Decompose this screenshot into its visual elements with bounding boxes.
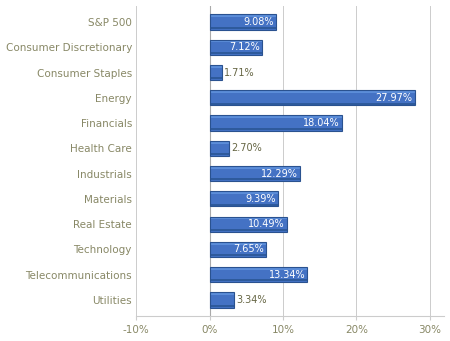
Bar bbox=[210, 191, 279, 207]
Bar bbox=[210, 204, 279, 206]
Bar bbox=[210, 292, 234, 308]
Bar bbox=[210, 280, 307, 281]
Bar bbox=[210, 14, 276, 30]
Bar bbox=[210, 40, 262, 55]
Bar bbox=[210, 153, 230, 155]
Bar bbox=[210, 90, 415, 105]
Bar bbox=[210, 128, 342, 130]
Bar bbox=[210, 217, 287, 232]
Bar bbox=[210, 192, 279, 194]
Bar bbox=[210, 178, 300, 180]
Bar bbox=[210, 40, 262, 55]
Bar bbox=[210, 65, 222, 80]
Text: 7.65%: 7.65% bbox=[233, 244, 263, 254]
Bar bbox=[210, 191, 279, 207]
Bar bbox=[210, 305, 234, 307]
Text: 10.49%: 10.49% bbox=[248, 219, 284, 229]
Bar bbox=[210, 242, 266, 257]
Bar bbox=[210, 103, 415, 105]
Text: 2.70%: 2.70% bbox=[232, 143, 262, 153]
Bar bbox=[210, 116, 342, 118]
Bar bbox=[210, 142, 230, 144]
Text: 9.39%: 9.39% bbox=[246, 194, 276, 204]
Bar bbox=[210, 267, 307, 282]
Text: 27.97%: 27.97% bbox=[376, 93, 413, 103]
Bar bbox=[210, 66, 222, 68]
Bar bbox=[210, 141, 230, 156]
Bar bbox=[210, 65, 222, 80]
Bar bbox=[210, 166, 300, 181]
Bar bbox=[210, 27, 276, 29]
Bar bbox=[210, 218, 287, 219]
Bar bbox=[210, 15, 276, 17]
Bar bbox=[210, 217, 287, 232]
Bar bbox=[210, 254, 266, 256]
Text: 18.04%: 18.04% bbox=[303, 118, 340, 128]
Bar bbox=[210, 52, 262, 54]
Bar bbox=[210, 242, 266, 257]
Bar bbox=[210, 14, 276, 30]
Text: 12.29%: 12.29% bbox=[261, 168, 297, 179]
Text: 1.71%: 1.71% bbox=[224, 68, 255, 77]
Text: 3.34%: 3.34% bbox=[236, 295, 267, 305]
Text: 13.34%: 13.34% bbox=[269, 270, 305, 280]
Text: 9.08%: 9.08% bbox=[243, 17, 274, 27]
Bar bbox=[210, 292, 234, 308]
Bar bbox=[210, 116, 342, 131]
Bar bbox=[210, 91, 415, 93]
Bar bbox=[210, 267, 307, 282]
Text: 7.12%: 7.12% bbox=[229, 42, 260, 52]
Bar bbox=[210, 41, 262, 43]
Bar bbox=[210, 141, 230, 156]
Bar bbox=[210, 90, 415, 105]
Bar bbox=[210, 116, 342, 131]
Bar bbox=[210, 77, 222, 79]
Bar bbox=[210, 167, 300, 169]
Bar bbox=[210, 293, 234, 295]
Bar bbox=[210, 229, 287, 231]
Bar bbox=[210, 166, 300, 181]
Bar bbox=[210, 268, 307, 270]
Bar bbox=[210, 243, 266, 244]
